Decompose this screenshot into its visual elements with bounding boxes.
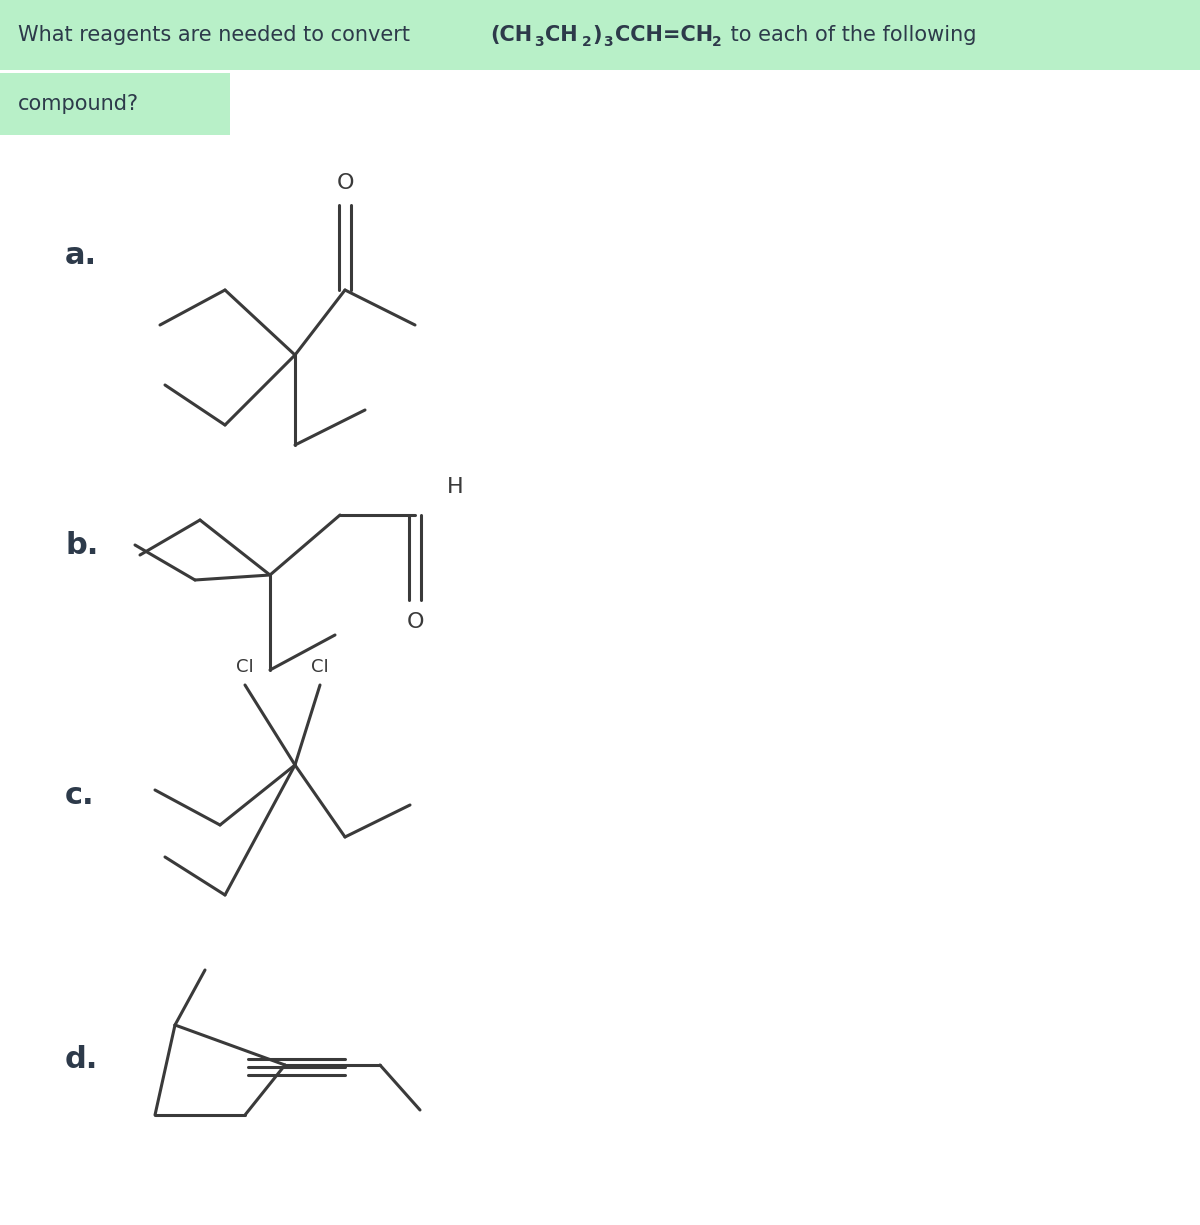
Text: (CH: (CH [490, 24, 532, 45]
Text: ): ) [592, 24, 601, 45]
Text: c.: c. [65, 780, 95, 810]
Text: to each of the following: to each of the following [724, 24, 977, 45]
Text: What reagents are needed to convert: What reagents are needed to convert [18, 24, 416, 45]
Text: CH: CH [545, 24, 577, 45]
Text: b.: b. [65, 530, 98, 560]
Text: H: H [446, 477, 463, 497]
Text: CI: CI [236, 658, 254, 676]
Text: CI: CI [311, 658, 329, 676]
Text: CCH=CH: CCH=CH [616, 24, 713, 45]
Bar [0, 74, 230, 135]
Text: O: O [336, 173, 354, 194]
Text: 3: 3 [534, 36, 544, 49]
Text: 3: 3 [604, 36, 613, 49]
Text: 2: 2 [712, 36, 721, 49]
Text: O: O [407, 612, 424, 632]
Text: compound?: compound? [18, 94, 139, 114]
Text: a.: a. [65, 240, 97, 270]
Text: d.: d. [65, 1045, 98, 1074]
Bar [0, 0, 1200, 70]
Text: 2: 2 [582, 36, 592, 49]
